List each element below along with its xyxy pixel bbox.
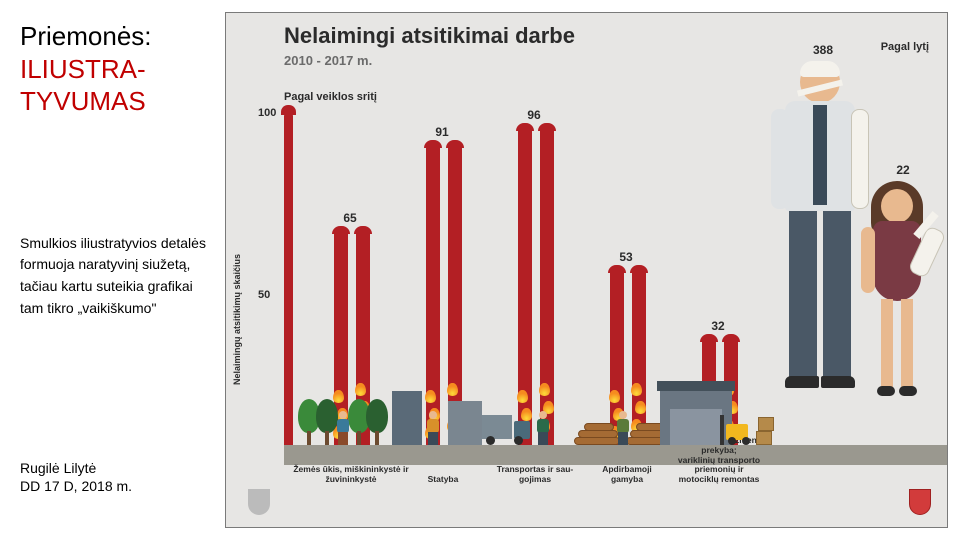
- sidebar-footer: Rugilė Lilytė DD 17 D, 2018 m.: [20, 459, 210, 520]
- bar-cap: [722, 334, 740, 342]
- y-axis-cap: [281, 105, 296, 115]
- worker-icon: [426, 411, 440, 445]
- y-tick-100: 100: [258, 107, 276, 119]
- infographic-panel: Nelaimingi atsitikimai darbe 2010 - 2017…: [225, 12, 948, 528]
- bar-cap: [630, 265, 648, 273]
- worker-icon: [336, 411, 350, 445]
- girl-value: 22: [883, 163, 923, 177]
- y-axis: [284, 113, 293, 445]
- y-tick-50: 50: [258, 289, 270, 301]
- girl-head: [881, 189, 913, 223]
- bar-cap: [446, 140, 464, 148]
- person-girl: 22: [865, 181, 935, 406]
- author-meta: DD 17 D, 2018 m.: [20, 477, 210, 495]
- sidebar-title: Priemonės: ILIUSTRA-TYVUMAS: [20, 20, 210, 118]
- girl-leg-left: [881, 299, 893, 389]
- title-plain: Priemonės:: [20, 21, 152, 51]
- infographic-title: Nelaimingi atsitikimai darbe: [284, 23, 575, 49]
- man-leg-left: [789, 211, 817, 381]
- girl-arm-left: [861, 227, 875, 293]
- building-icon: [448, 401, 482, 445]
- left-section-label: Pagal veiklos sritį: [284, 91, 377, 103]
- sidebar: Priemonės: ILIUSTRA-TYVUMAS Smulkios ili…: [0, 0, 225, 540]
- girl-shoe-left: [877, 386, 895, 396]
- bar-cap: [424, 140, 442, 148]
- emblem-left-icon: [248, 489, 270, 515]
- bar-value: 32: [698, 319, 738, 333]
- emblem-right-icon: [909, 489, 931, 515]
- gender-panel: 388 22: [775, 43, 935, 445]
- bar-cap: [608, 265, 626, 273]
- scenery: [298, 375, 398, 445]
- scenery: [482, 375, 582, 445]
- man-tie: [813, 105, 827, 205]
- tree-icon: [316, 399, 338, 445]
- bar-cap: [538, 123, 556, 131]
- logs-icon: [574, 423, 620, 445]
- bar-value: 53: [606, 250, 646, 264]
- bar-cap: [332, 226, 350, 234]
- man-head-bandage: [800, 61, 840, 77]
- y-axis-label: Nelaimingų atsitikimų skaičius: [232, 254, 242, 385]
- scenery: [666, 375, 766, 445]
- worker-icon: [536, 411, 550, 445]
- bar-chart: Nelaimingų atsitikimų skaičius 100 50 65…: [284, 113, 769, 465]
- man-arm-left: [771, 109, 789, 209]
- girl-shoe-right: [899, 386, 917, 396]
- bar-cap: [700, 334, 718, 342]
- building-icon: [392, 391, 422, 445]
- boxes-icon: [756, 415, 776, 445]
- truck-icon: [482, 413, 530, 445]
- man-shoe-right: [821, 376, 855, 388]
- bar-value: 96: [514, 108, 554, 122]
- man-value: 388: [803, 43, 843, 57]
- infographic-subtitle: 2010 - 2017 m.: [284, 53, 372, 68]
- worker-icon: [616, 411, 630, 445]
- author-name: Rugilė Lilytė: [20, 459, 210, 477]
- scenery: [390, 375, 490, 445]
- bar-value: 91: [422, 125, 462, 139]
- tree-icon: [366, 399, 388, 445]
- man-leg-right: [823, 211, 851, 381]
- forklift-icon: [720, 415, 756, 445]
- bar-cap: [516, 123, 534, 131]
- girl-leg-right: [901, 299, 913, 389]
- person-man: 388: [775, 61, 865, 401]
- title-accent: ILIUSTRA-TYVUMAS: [20, 54, 146, 117]
- ground: [284, 445, 947, 465]
- bar-value: 65: [330, 211, 370, 225]
- sidebar-body: Smulkios iliustratyvios detalės formuoja…: [20, 233, 210, 320]
- man-shoe-left: [785, 376, 819, 388]
- bar-cap: [354, 226, 372, 234]
